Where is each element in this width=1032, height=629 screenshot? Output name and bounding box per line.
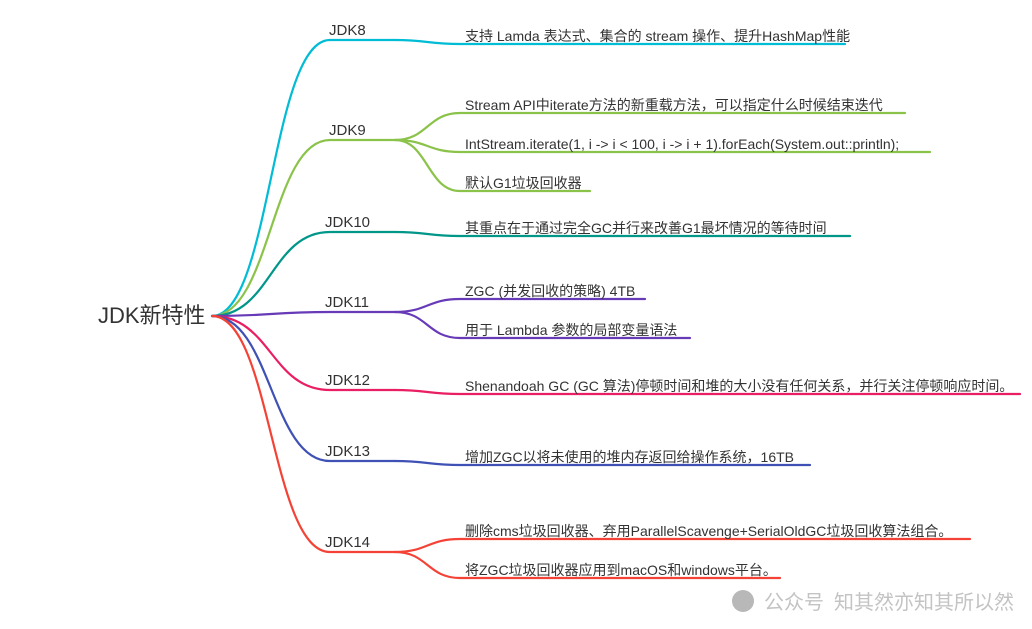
- leaf-label-jdk12-0: Shenandoah GC (GC 算法)停顿时间和堆的大小没有任何关系，并行关…: [465, 378, 1013, 395]
- version-label-jdk12: JDK12: [325, 372, 370, 390]
- leaf-label-jdk9-2: 默认G1垃圾回收器: [465, 175, 582, 192]
- leaf-label-jdk11-0: ZGC (并发回收的策略) 4TB: [465, 283, 635, 300]
- root-node-label: JDK新特性: [98, 303, 206, 329]
- version-label-jdk9: JDK9: [329, 122, 366, 140]
- version-label-jdk11: JDK11: [325, 294, 369, 312]
- leaf-label-jdk10-0: 其重点在于通过完全GC并行来改善G1最坏情况的等待时间: [465, 220, 827, 237]
- leaf-label-jdk14-0: 删除cms垃圾回收器、弃用ParallelScavenge+SerialOldG…: [465, 523, 952, 540]
- version-label-jdk8: JDK8: [329, 22, 366, 40]
- version-label-jdk14: JDK14: [325, 534, 370, 552]
- leaf-label-jdk9-0: Stream API中iterate方法的新重载方法，可以指定什么时候结束迭代: [465, 97, 883, 114]
- watermark-prefix: 公众号: [764, 586, 824, 615]
- leaf-label-jdk8-0: 支持 Lamda 表达式、集合的 stream 操作、提升HashMap性能: [465, 28, 850, 45]
- version-label-jdk10: JDK10: [325, 214, 370, 232]
- version-label-jdk13: JDK13: [325, 443, 370, 461]
- leaf-label-jdk11-1: 用于 Lambda 参数的局部变量语法: [465, 322, 677, 339]
- watermark: 公众号 知其然亦知其所以然: [732, 586, 1014, 615]
- leaf-label-jdk14-1: 将ZGC垃圾回收器应用到macOS和windows平台。: [465, 562, 777, 579]
- watermark-text: 知其然亦知其所以然: [834, 586, 1014, 615]
- watermark-dot: [732, 590, 754, 612]
- leaf-label-jdk9-1: IntStream.iterate(1, i -> i < 100, i -> …: [465, 136, 899, 153]
- leaf-label-jdk13-0: 增加ZGC以将未使用的堆内存返回给操作系统，16TB: [465, 449, 794, 466]
